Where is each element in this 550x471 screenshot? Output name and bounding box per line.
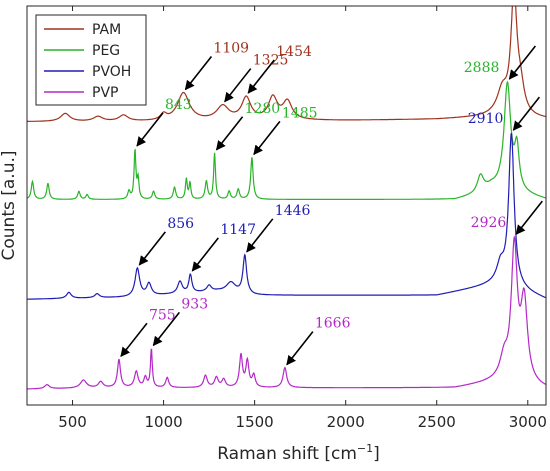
- series-line-peg: [27, 80, 546, 200]
- peak-label-1280: 1280: [245, 101, 281, 117]
- x-axis-label: Raman shift [cm−1]: [217, 442, 380, 464]
- peak-label-755: 755: [149, 307, 176, 323]
- peak-label-1485: 1485: [282, 105, 318, 121]
- peak-label-2888: 2888: [464, 60, 500, 76]
- peak-label-1109: 1109: [213, 40, 249, 56]
- peak-arrow-755: [120, 322, 148, 358]
- x-tick-label: 1000: [144, 413, 182, 431]
- peak-arrow-1666: [286, 331, 314, 366]
- peak-label-933: 933: [181, 296, 208, 312]
- legend-label-pam: PAM: [92, 22, 121, 38]
- peak-arrow-1325: [224, 68, 252, 103]
- peak-label-1454: 1454: [276, 44, 312, 60]
- peak-arrow-856: [138, 231, 166, 266]
- peak-arrow-2926: [515, 200, 543, 235]
- series-line-pvp: [27, 235, 546, 390]
- legend-label-pvoh: PVOH: [92, 64, 131, 80]
- peak-arrow-1147: [191, 237, 219, 272]
- legend: PAM PEG PVOH PVP: [35, 14, 147, 106]
- series-line-pvoh: [27, 132, 546, 300]
- peak-label-2926: 2926: [471, 215, 507, 231]
- x-tick-label: 1500: [236, 413, 274, 431]
- x-axis-ticks: 500 1000 1500 2000 2500 3000: [58, 6, 547, 431]
- x-tick-label: 500: [58, 413, 87, 431]
- peak-label-1666: 1666: [315, 316, 351, 332]
- x-tick-label: 2000: [327, 413, 365, 431]
- series-line-pam: [27, 6, 546, 122]
- peak-arrow-1109: [184, 55, 213, 91]
- peak-label-856: 856: [167, 216, 194, 232]
- legend-label-pvp: PVP: [92, 85, 118, 101]
- peak-label-1446: 1446: [275, 203, 311, 219]
- peak-label-2910: 2910: [468, 111, 504, 127]
- series-traces: [27, 6, 546, 390]
- x-tick-label: 2500: [418, 413, 456, 431]
- plot-frame: [26, 5, 547, 406]
- peak-annotations: 1109132514542924843128014852888856114714…: [120, 40, 543, 366]
- y-axis-label: Counts [a.u.]: [0, 150, 19, 260]
- peak-arrow-2910: [512, 96, 541, 131]
- peak-arrow-1446: [246, 218, 274, 253]
- peak-label-1325: 1325: [253, 53, 289, 69]
- peak-arrow-843: [136, 112, 164, 147]
- peak-arrow-933: [152, 311, 181, 347]
- peak-arrow-1485: [253, 120, 281, 156]
- peak-label-1147: 1147: [220, 222, 256, 238]
- peak-arrow-1280: [215, 116, 244, 151]
- legend-box: [35, 14, 147, 106]
- x-tick-label: 3000: [509, 413, 547, 431]
- legend-label-peg: PEG: [92, 43, 120, 59]
- peak-arrow-2888: [508, 45, 537, 80]
- peak-arrow-1454: [247, 59, 275, 94]
- peak-label-843: 843: [165, 97, 192, 113]
